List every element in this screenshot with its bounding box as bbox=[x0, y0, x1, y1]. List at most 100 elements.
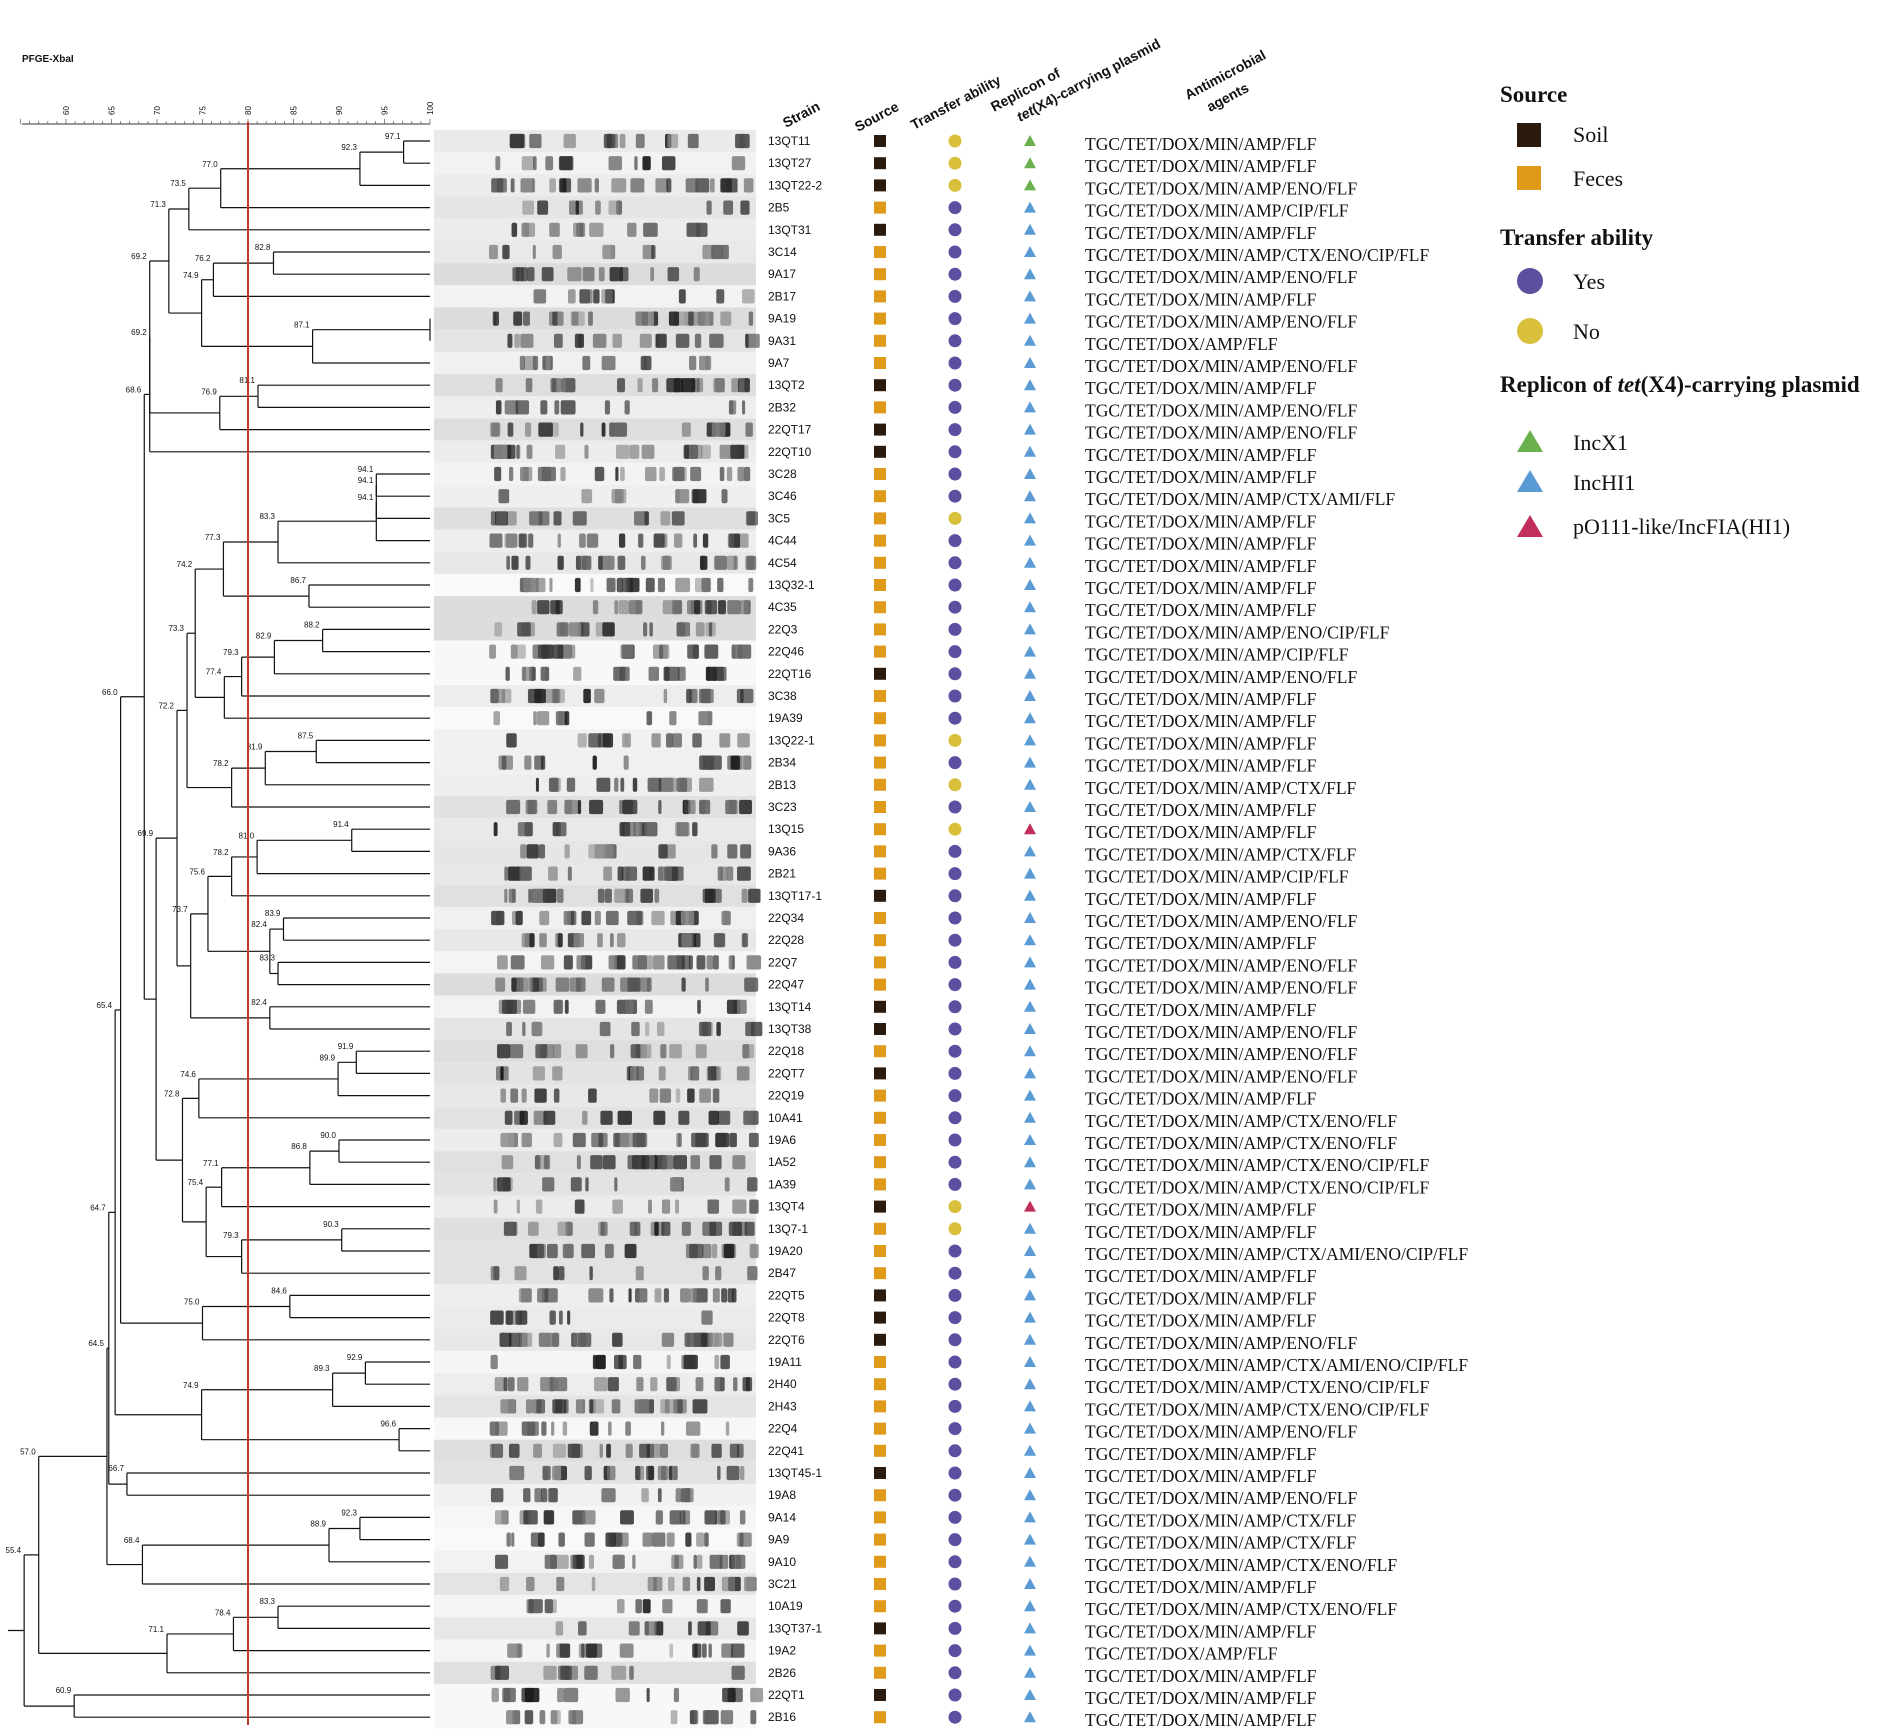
gel-band bbox=[745, 555, 757, 570]
gel-band bbox=[515, 267, 524, 282]
transfer-yes-marker bbox=[948, 1422, 962, 1436]
gel-band bbox=[679, 1510, 686, 1525]
gel-band bbox=[678, 1110, 690, 1125]
dendrogram-node-label: 89.3 bbox=[314, 1364, 330, 1373]
gel-band bbox=[668, 311, 680, 326]
legend-inchi1-triangle bbox=[1517, 470, 1543, 492]
feces-source-marker bbox=[874, 401, 886, 414]
gel-band bbox=[631, 1021, 640, 1037]
gel-band bbox=[736, 1066, 750, 1081]
gel-band bbox=[667, 1576, 675, 1592]
dendrogram-node-label: 94.1 bbox=[358, 465, 374, 474]
gel-band bbox=[680, 1488, 691, 1503]
gel-band bbox=[522, 999, 536, 1014]
gel-band bbox=[563, 910, 569, 926]
gel-band bbox=[530, 888, 546, 903]
gel-band bbox=[588, 289, 593, 304]
gel-band bbox=[740, 200, 750, 215]
transfer-yes-marker bbox=[948, 1333, 962, 1347]
gel-band bbox=[723, 1243, 735, 1259]
gel-band bbox=[618, 600, 629, 615]
transfer-yes-marker bbox=[948, 556, 962, 570]
gel-band bbox=[636, 1377, 644, 1392]
gel-band bbox=[606, 555, 615, 570]
gel-band bbox=[741, 755, 745, 770]
gel-band bbox=[720, 311, 732, 326]
gel-band bbox=[493, 1266, 500, 1281]
gel-lane bbox=[434, 263, 756, 286]
gel-band bbox=[694, 333, 702, 348]
gel-band bbox=[692, 822, 698, 837]
gel-band bbox=[635, 1465, 641, 1481]
strain-name: 9A9 bbox=[768, 1533, 790, 1547]
dendrogram-node-label: 97.1 bbox=[385, 132, 401, 141]
antimicrobial-agents: TGC/TET/DOX/MIN/AMP/FLF bbox=[1085, 1200, 1317, 1220]
gel-band bbox=[704, 1576, 715, 1592]
gel-band bbox=[720, 1710, 734, 1725]
gel-band bbox=[565, 1243, 574, 1259]
gel-band bbox=[540, 400, 548, 415]
gel-band bbox=[597, 933, 603, 948]
antimicrobial-agents: TGC/TET/DOX/MIN/AMP/CTX/ENO/FLF bbox=[1085, 1555, 1397, 1575]
gel-band bbox=[635, 1266, 644, 1281]
gel-band bbox=[601, 355, 616, 371]
gel-band bbox=[551, 688, 561, 704]
gel-band bbox=[537, 600, 550, 615]
gel-lane bbox=[434, 418, 756, 441]
dendrogram-node-label: 74.2 bbox=[177, 560, 193, 569]
gel-band bbox=[670, 1710, 678, 1725]
gel-band bbox=[603, 733, 614, 748]
gel-band bbox=[641, 444, 655, 459]
gel-band bbox=[702, 1710, 717, 1725]
gel-band bbox=[569, 977, 582, 992]
gel-band bbox=[615, 444, 630, 459]
gel-band bbox=[506, 511, 517, 526]
strain-row: 13QT38 TGC/TET/DOX/MIN/AMP/ENO/FLF bbox=[768, 1022, 1358, 1042]
legend-yes-label: Yes bbox=[1573, 269, 1605, 294]
gel-band bbox=[594, 178, 599, 193]
gel-band bbox=[660, 866, 672, 881]
gel-band bbox=[505, 1310, 521, 1325]
strain-row: 9A17 TGC/TET/DOX/MIN/AMP/ENO/FLF bbox=[768, 267, 1358, 287]
gel-band bbox=[656, 1021, 665, 1037]
gel-band bbox=[506, 1532, 511, 1547]
gel-band bbox=[749, 1243, 760, 1259]
gel-band bbox=[510, 178, 515, 193]
gel-band bbox=[667, 955, 681, 970]
gel-lane bbox=[434, 551, 756, 574]
gel-band bbox=[506, 799, 521, 815]
gel-band bbox=[544, 1599, 553, 1614]
inchi1-replicon-marker bbox=[1024, 1356, 1036, 1367]
feces-source-marker bbox=[874, 312, 886, 325]
gel-band bbox=[519, 355, 525, 371]
gel-band bbox=[743, 755, 752, 770]
gel-band bbox=[595, 622, 604, 637]
gel-band bbox=[675, 1488, 682, 1503]
transfer-yes-marker bbox=[948, 867, 962, 881]
gel-band bbox=[525, 555, 531, 570]
transfer-yes-marker bbox=[948, 844, 962, 858]
feces-source-marker bbox=[874, 934, 886, 947]
soil-source-marker bbox=[874, 179, 886, 192]
gel-band bbox=[558, 1532, 565, 1547]
strain-name: 13Q7-1 bbox=[768, 1222, 808, 1236]
gel-band bbox=[559, 178, 567, 193]
antimicrobial-agents: TGC/TET/DOX/MIN/AMP/ENO/FLF bbox=[1085, 423, 1358, 443]
gel-band bbox=[718, 600, 726, 615]
gel-band bbox=[582, 267, 595, 282]
gel-band bbox=[719, 444, 732, 459]
soil-source-marker bbox=[874, 1200, 886, 1213]
gel-band bbox=[692, 1443, 699, 1458]
gel-band bbox=[567, 1310, 571, 1325]
gel-band bbox=[558, 156, 574, 171]
dendrogram-node-label: 82.9 bbox=[256, 632, 272, 641]
gel-band bbox=[590, 1155, 603, 1170]
transfer-yes-marker bbox=[948, 1710, 962, 1724]
gel-band bbox=[719, 733, 731, 748]
inchi1-replicon-marker bbox=[1024, 623, 1036, 635]
gel-band bbox=[544, 1288, 558, 1303]
inchi1-replicon-marker bbox=[1024, 712, 1036, 724]
transfer-yes-marker bbox=[948, 423, 962, 437]
gel-band bbox=[574, 577, 581, 593]
antimicrobial-agents: TGC/TET/DOX/MIN/AMP/CTX/FLF bbox=[1085, 1533, 1357, 1553]
